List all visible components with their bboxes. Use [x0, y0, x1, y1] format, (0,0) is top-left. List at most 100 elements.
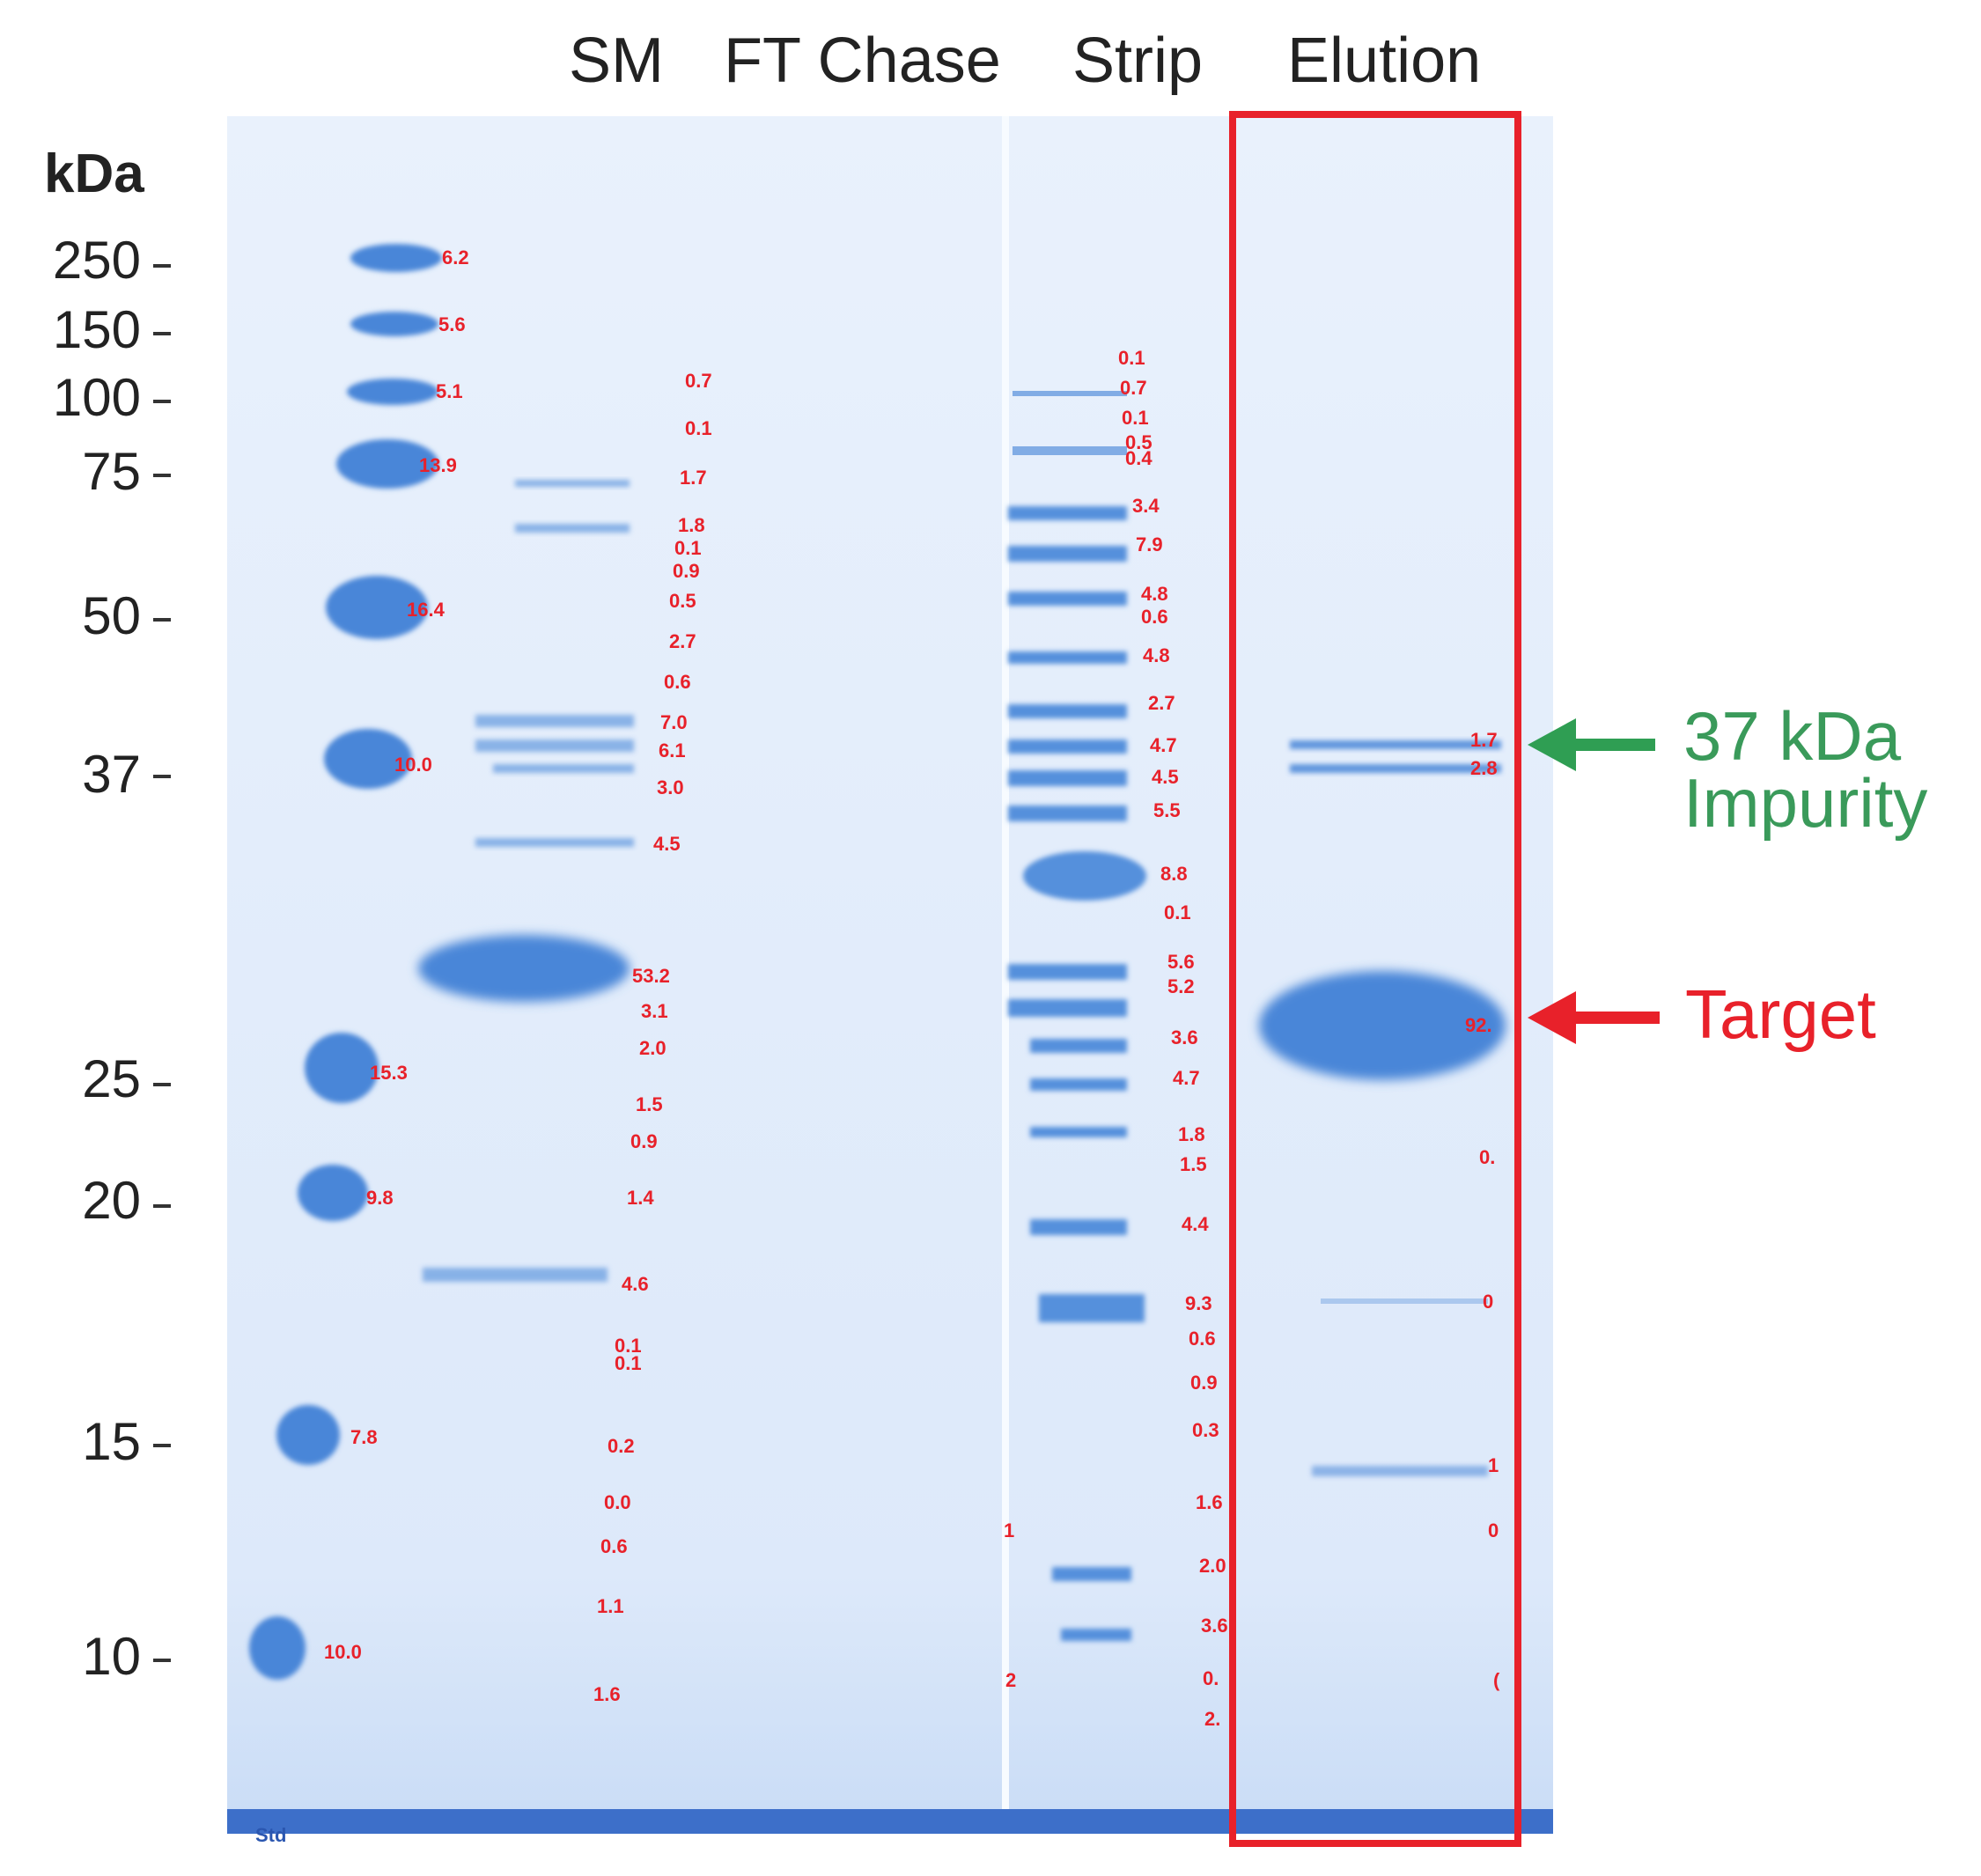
ladder-percent: 5.1	[436, 380, 463, 402]
strip-percent: 0.1	[1122, 407, 1149, 429]
elution-percent: 1.7	[1470, 729, 1498, 751]
mw-label: 25	[82, 1049, 141, 1108]
dye-front	[227, 1809, 1553, 1834]
strip-percent: 2.7	[1148, 692, 1175, 714]
strip-percent: 2.	[1204, 1708, 1221, 1730]
strip-percent: 3.6	[1201, 1615, 1228, 1637]
sm-percent: 0.6	[664, 671, 691, 693]
strip-percent: 7.9	[1136, 533, 1163, 555]
elution-percent: 0	[1483, 1291, 1494, 1313]
strip-percent: 5.5	[1153, 799, 1181, 821]
ladder-band	[298, 1165, 368, 1221]
mw-label: 10	[82, 1627, 141, 1686]
mw-tick	[153, 1083, 171, 1086]
mw-axis-title: kDa	[44, 143, 144, 204]
strip-percent: 4.4	[1182, 1213, 1209, 1235]
sm-percent: 3.0	[657, 776, 684, 798]
ladder-band	[350, 244, 442, 272]
ladder-percent: 5.6	[438, 313, 466, 335]
strip-percent: 3.6	[1171, 1026, 1198, 1048]
ladder-band	[326, 576, 428, 639]
elution-percent: 0	[1488, 1519, 1499, 1541]
mw-label: 20	[82, 1171, 141, 1230]
ladder-percent: 7.8	[350, 1426, 378, 1448]
elution-lane	[1259, 740, 1506, 1476]
strip-percent: 4.8	[1143, 644, 1170, 666]
sm-percent: 0.1	[674, 537, 702, 559]
mw-tick	[153, 332, 171, 335]
ladder-band	[276, 1405, 340, 1465]
strip-percent: 1.6	[1196, 1491, 1223, 1513]
strip-percent: 0.	[1203, 1667, 1219, 1689]
elution-highlight-box	[1229, 111, 1521, 1847]
elution-percent: 1	[1488, 1454, 1499, 1476]
mw-label: 150	[52, 300, 141, 359]
ft-chase-percent: 1	[1004, 1519, 1015, 1541]
strip-percent: 5.6	[1167, 951, 1195, 973]
strip-percent: 0.3	[1192, 1419, 1219, 1441]
sm-percent: 2.7	[669, 630, 696, 652]
mw-label: 15	[82, 1412, 141, 1471]
strip-percent: 0.7	[1120, 377, 1147, 399]
strip-percent: 0.1	[1118, 347, 1145, 369]
elution-percent: 0.	[1479, 1146, 1496, 1168]
elution-percent: 2.8	[1470, 757, 1498, 779]
ladder-percent: 15.3	[370, 1062, 408, 1084]
strip-percent: 4.7	[1150, 734, 1177, 756]
elution-percent: (	[1493, 1669, 1500, 1691]
mw-tick	[153, 1444, 171, 1447]
mw-tick	[153, 264, 171, 268]
strip-percent: 1.5	[1180, 1153, 1207, 1175]
strip-percent: 0.1	[1164, 901, 1191, 923]
strip-percent: 4.7	[1173, 1067, 1200, 1089]
ladder-percent: 9.8	[366, 1187, 394, 1209]
strip-percent: 0.6	[1141, 606, 1168, 628]
sm-percent: 7.0	[660, 711, 688, 733]
mw-tick	[153, 1204, 171, 1208]
strip-percent: 1.8	[1178, 1123, 1205, 1145]
impurity-band	[1290, 740, 1501, 749]
strip-percent: 0.5	[1125, 431, 1153, 453]
gel-splice-line	[1002, 116, 1009, 1833]
sm-percent: 3.1	[641, 1000, 668, 1022]
mw-tick	[153, 775, 171, 778]
ladder-band	[336, 439, 438, 489]
strip-percent: 8.8	[1160, 863, 1188, 885]
mw-label: 50	[82, 586, 141, 645]
sm-percent: 0.5	[669, 590, 696, 612]
strip-percent: 0.6	[1189, 1328, 1216, 1350]
strip-percent: 4.8	[1141, 583, 1168, 605]
mw-label: 250	[52, 231, 141, 290]
strip-percent: 9.3	[1185, 1292, 1212, 1314]
ladder-percent: 13.9	[419, 454, 457, 476]
sm-percent: 4.5	[653, 833, 681, 855]
sm-percent: 1.5	[636, 1093, 663, 1115]
strip-percent: 0.4	[1125, 447, 1153, 469]
sm-percent: 0.7	[685, 370, 712, 392]
ladder-percent: 10.0	[324, 1641, 362, 1663]
strip-percent: 0.9	[1190, 1372, 1218, 1394]
impurity-callout-line1: 37 kDa	[1683, 697, 1902, 775]
mw-label: 37	[82, 745, 141, 804]
sm-percent: 1.1	[597, 1595, 624, 1617]
lane-header-ft-chase: FT Chase	[724, 26, 1001, 96]
ft-chase-percent: 2	[1005, 1669, 1017, 1691]
mw-tick	[153, 474, 171, 477]
sm-target-band	[418, 935, 630, 1002]
strip-lane	[1008, 391, 1146, 1641]
sm-percent: 0.9	[673, 560, 700, 582]
sm-percent: 6.1	[659, 739, 686, 761]
mw-tick	[153, 1659, 171, 1662]
strip-percent: 2.0	[1199, 1555, 1226, 1577]
sm-percent: 1.8	[678, 514, 705, 536]
ladder-band	[249, 1616, 306, 1680]
mw-label: 100	[52, 368, 141, 427]
sm-percent: 0.9	[630, 1130, 658, 1152]
elution-percent: 92.	[1465, 1014, 1492, 1036]
sm-percent: 0.1	[615, 1352, 642, 1374]
sm-percent: 0.2	[608, 1435, 635, 1457]
lane-header-sm: SM	[569, 26, 664, 96]
ladder-percent: 10.0	[394, 754, 432, 776]
